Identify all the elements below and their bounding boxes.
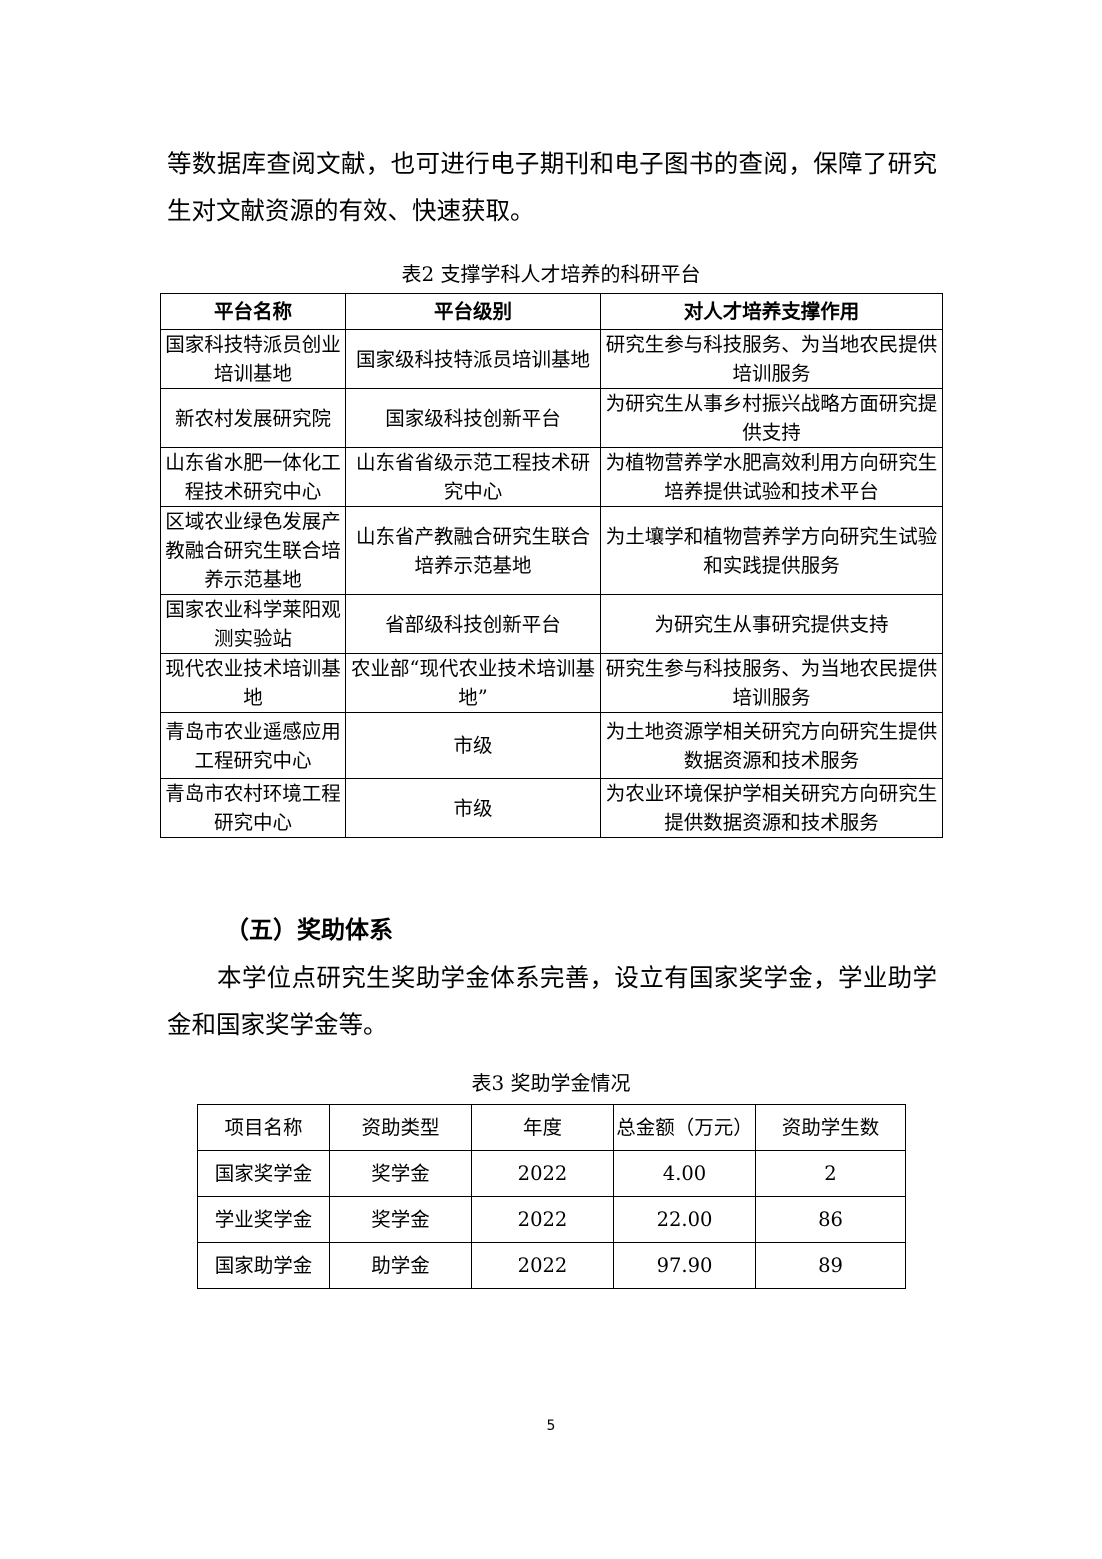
header-cell: 年度 [471,1104,614,1151]
table-row: 青岛市农业遥感应用工程研究中心 市级 为土地资源学相关研究方向研究生提供数据资源和技… [160,712,943,779]
table-cell: 学业奖学金 [197,1196,330,1243]
table-cell: 为土壤学和植物营养学方向研究生试验和实践提供服务 [600,506,943,595]
table-cell: 青岛市农业遥感应用工程研究中心 [160,712,346,779]
table-cell: 市级 [345,778,601,838]
header-cell: 项目名称 [197,1104,330,1151]
table-cell: 国家级科技创新平台 [345,388,601,448]
table-cell: 为研究生从事研究提供支持 [600,594,943,654]
table-cell: 青岛市农村环境工程研究中心 [160,778,346,838]
table-row: 山东省水肥一体化工程技术研究中心 山东省省级示范工程技术研究中心 为植物营养学水肥高… [160,447,943,507]
section-paragraph: 本学位点研究生奖助学金体系完善，设立有国家奖学金，学业助学金和国家奖学金等。 [167,963,937,1039]
table-cell: 农业部“现代农业技术培训基地” [345,653,601,713]
table-cell: 市级 [345,712,601,779]
intro-paragraph: 等数据库查阅文献，也可进行电子期刊和电子图书的查阅，保障了研究生对文献资源的有效… [167,149,937,225]
table-cell: 2022 [471,1242,614,1289]
section-heading: （五）奖助体系 [225,916,393,944]
table3-caption: 表3 奖助学金情况 [471,1071,631,1095]
header-cell: 对人才培养支撑作用 [600,293,943,330]
table-cell: 区域农业绿色发展产教融合研究生联合培养示范基地 [160,506,346,595]
table-cell: 为研究生从事乡村振兴战略方面研究提供支持 [600,388,943,448]
header-cell: 总金额（万元） [613,1104,756,1151]
table-cell: 22.00 [613,1196,756,1243]
table-cell: 研究生参与科技服务、为当地农民提供培训服务 [600,329,943,389]
table-cell: 省部级科技创新平台 [345,594,601,654]
table-cell: 为植物营养学水肥高效利用方向研究生培养提供试验和技术平台 [600,447,943,507]
table-cell: 奖学金 [329,1150,472,1197]
table-row: 国家科技特派员创业培训基地 国家级科技特派员培训基地 研究生参与科技服务、为当地农民… [160,329,943,389]
table-row: 现代农业技术培训基地 农业部“现代农业技术培训基地” 研究生参与科技服务、为当地农民… [160,653,943,713]
table-cell: 助学金 [329,1242,472,1289]
header-cell: 资助学生数 [755,1104,906,1151]
table-cell: 2022 [471,1150,614,1197]
table-row: 学业奖学金 奖学金 2022 22.00 86 [197,1196,906,1243]
table-cell: 山东省省级示范工程技术研究中心 [345,447,601,507]
table-header-row: 平台名称 平台级别 对人才培养支撑作用 [160,293,943,330]
header-cell: 平台级别 [345,293,601,330]
table2-caption: 表2 支撑学科人才培养的科研平台 [401,262,701,286]
table-cell: 为土地资源学相关研究方向研究生提供数据资源和技术服务 [600,712,943,779]
table-cell: 国家科技特派员创业培训基地 [160,329,346,389]
page-number: 5 [546,1418,556,1434]
research-platform-table: 平台名称 平台级别 对人才培养支撑作用 国家科技特派员创业培训基地 国家级科技特派… [160,293,943,838]
table-cell: 山东省水肥一体化工程技术研究中心 [160,447,346,507]
table-cell: 89 [755,1242,906,1289]
table-cell: 国家级科技特派员培训基地 [345,329,601,389]
table-cell: 研究生参与科技服务、为当地农民提供培训服务 [600,653,943,713]
table-cell: 国家农业科学莱阳观测实验站 [160,594,346,654]
table-cell: 奖学金 [329,1196,472,1243]
table-cell: 2022 [471,1196,614,1243]
table-cell: 97.90 [613,1242,756,1289]
table-row: 区域农业绿色发展产教融合研究生联合培养示范基地 山东省产教融合研究生联合培养示范基… [160,506,943,595]
header-cell: 资助类型 [329,1104,472,1151]
table-cell: 86 [755,1196,906,1243]
table-cell: 山东省产教融合研究生联合培养示范基地 [345,506,601,595]
table-row: 新农村发展研究院 国家级科技创新平台 为研究生从事乡村振兴战略方面研究提供支持 [160,388,943,448]
table-cell: 国家助学金 [197,1242,330,1289]
table-row: 青岛市农村环境工程研究中心 市级 为农业环境保护学相关研究方向研究生提供数据资源和技… [160,778,943,838]
table-cell: 新农村发展研究院 [160,388,346,448]
scholarship-table: 项目名称 资助类型 年度 总金额（万元） 资助学生数 国家奖学金 奖学金 2022 4.00 2 学… [197,1104,906,1289]
table-row: 国家助学金 助学金 2022 97.90 89 [197,1242,906,1289]
table-cell: 2 [755,1150,906,1197]
table-row: 国家农业科学莱阳观测实验站 省部级科技创新平台 为研究生从事研究提供支持 [160,594,943,654]
header-cell: 平台名称 [160,293,346,330]
table-cell: 4.00 [613,1150,756,1197]
table-header-row: 项目名称 资助类型 年度 总金额（万元） 资助学生数 [197,1104,906,1151]
table-cell: 现代农业技术培训基地 [160,653,346,713]
table-row: 国家奖学金 奖学金 2022 4.00 2 [197,1150,906,1197]
table-cell: 为农业环境保护学相关研究方向研究生提供数据资源和技术服务 [600,778,943,838]
table-cell: 国家奖学金 [197,1150,330,1197]
